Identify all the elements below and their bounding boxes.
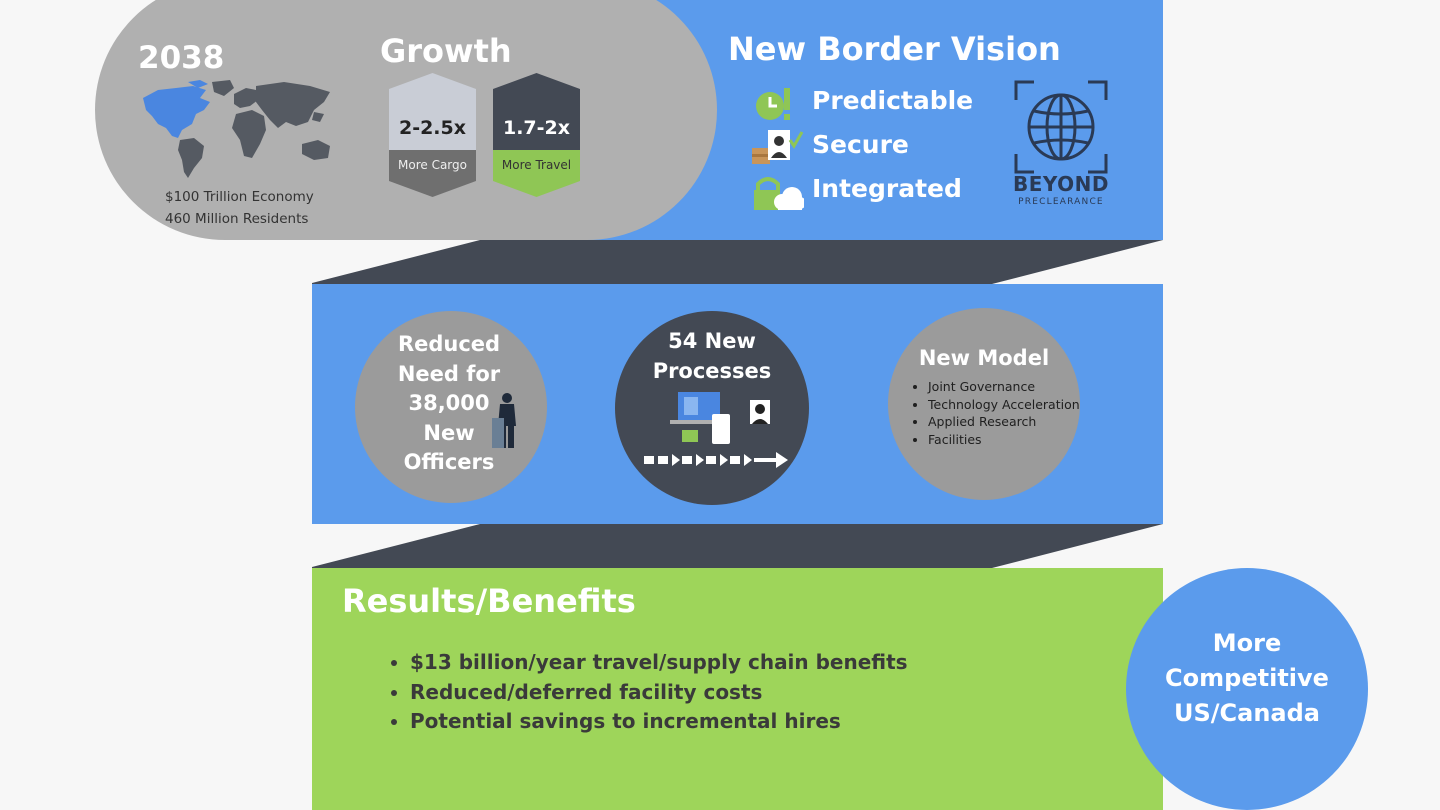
model-item: Facilities: [928, 431, 1080, 449]
benefit-item: $13 billion/year travel/supply chain ben…: [410, 648, 908, 678]
lock-cloud-icon: [754, 177, 804, 210]
officers-line-3: 38,000: [408, 391, 490, 415]
laptop-icon: [644, 392, 788, 468]
model-title: New Model: [918, 346, 1050, 370]
vision-title: New Border Vision: [728, 30, 1061, 68]
id-check-icon: [752, 130, 804, 164]
cargo-growth-value: 2-2.5x: [398, 117, 467, 139]
residents-text: 460 Million Residents: [165, 211, 309, 227]
globe-icon: [1014, 80, 1108, 174]
travel-growth-label: More Travel: [501, 158, 572, 172]
results-title: Results/Benefits: [342, 582, 636, 620]
benefit-item: Reduced/deferred facility costs: [410, 678, 908, 708]
economy-text: $100 Trillion Economy: [165, 189, 314, 205]
officers-text: Reduced Need for 38,000 New Officers: [385, 330, 513, 478]
results-band: [312, 568, 1163, 810]
benefit-item: Potential savings to incremental hires: [410, 707, 908, 737]
competitive-circle: [1126, 568, 1368, 810]
vision-integrated: Integrated: [812, 174, 962, 203]
logo-beyond-text: BEYOND: [1012, 172, 1110, 196]
officers-circle: [355, 311, 547, 503]
model-item: Technology Acceleration: [928, 396, 1080, 414]
processes-line-2: Processes: [652, 359, 772, 383]
competitive-line-3: US/Canada: [1173, 699, 1320, 727]
processes-line-1: 54 New: [668, 329, 756, 353]
cargo-growth-badge: 2-2.5x More Cargo: [389, 73, 476, 197]
model-list: Joint Governance Technology Acceleration…: [904, 378, 1080, 448]
travel-growth-badge: 1.7-2x More Travel: [493, 73, 580, 197]
arrows-icon: [644, 452, 788, 468]
officers-line-1: Reduced: [397, 332, 501, 356]
officers-line-5: Officers: [403, 450, 495, 474]
model-item: Joint Governance: [928, 378, 1080, 396]
travel-growth-value: 1.7-2x: [502, 117, 571, 139]
officers-line-2: Need for: [397, 361, 501, 386]
processes-text: 54 New Processes: [632, 326, 792, 386]
vision-secure: Secure: [812, 130, 909, 159]
vision-predictable: Predictable: [812, 86, 974, 115]
model-item: Applied Research: [928, 413, 1080, 431]
model-circle: [888, 308, 1080, 500]
competitive-text: More Competitive US/Canada: [1138, 626, 1356, 731]
cargo-growth-label: More Cargo: [398, 158, 467, 172]
competitive-line-1: More: [1212, 629, 1282, 657]
competitive-line-2: Competitive: [1165, 664, 1329, 692]
forecast-year: 2038: [138, 40, 225, 76]
officers-line-4: New: [423, 420, 475, 445]
officer-icon: [492, 393, 516, 448]
growth-title: Growth: [380, 32, 512, 70]
world-map-icon: [143, 80, 330, 178]
logo-preclearance-text: PRECLEARANCE: [1018, 197, 1104, 207]
clock-icon: [756, 88, 790, 120]
benefit-list: $13 billion/year travel/supply chain ben…: [374, 648, 908, 737]
